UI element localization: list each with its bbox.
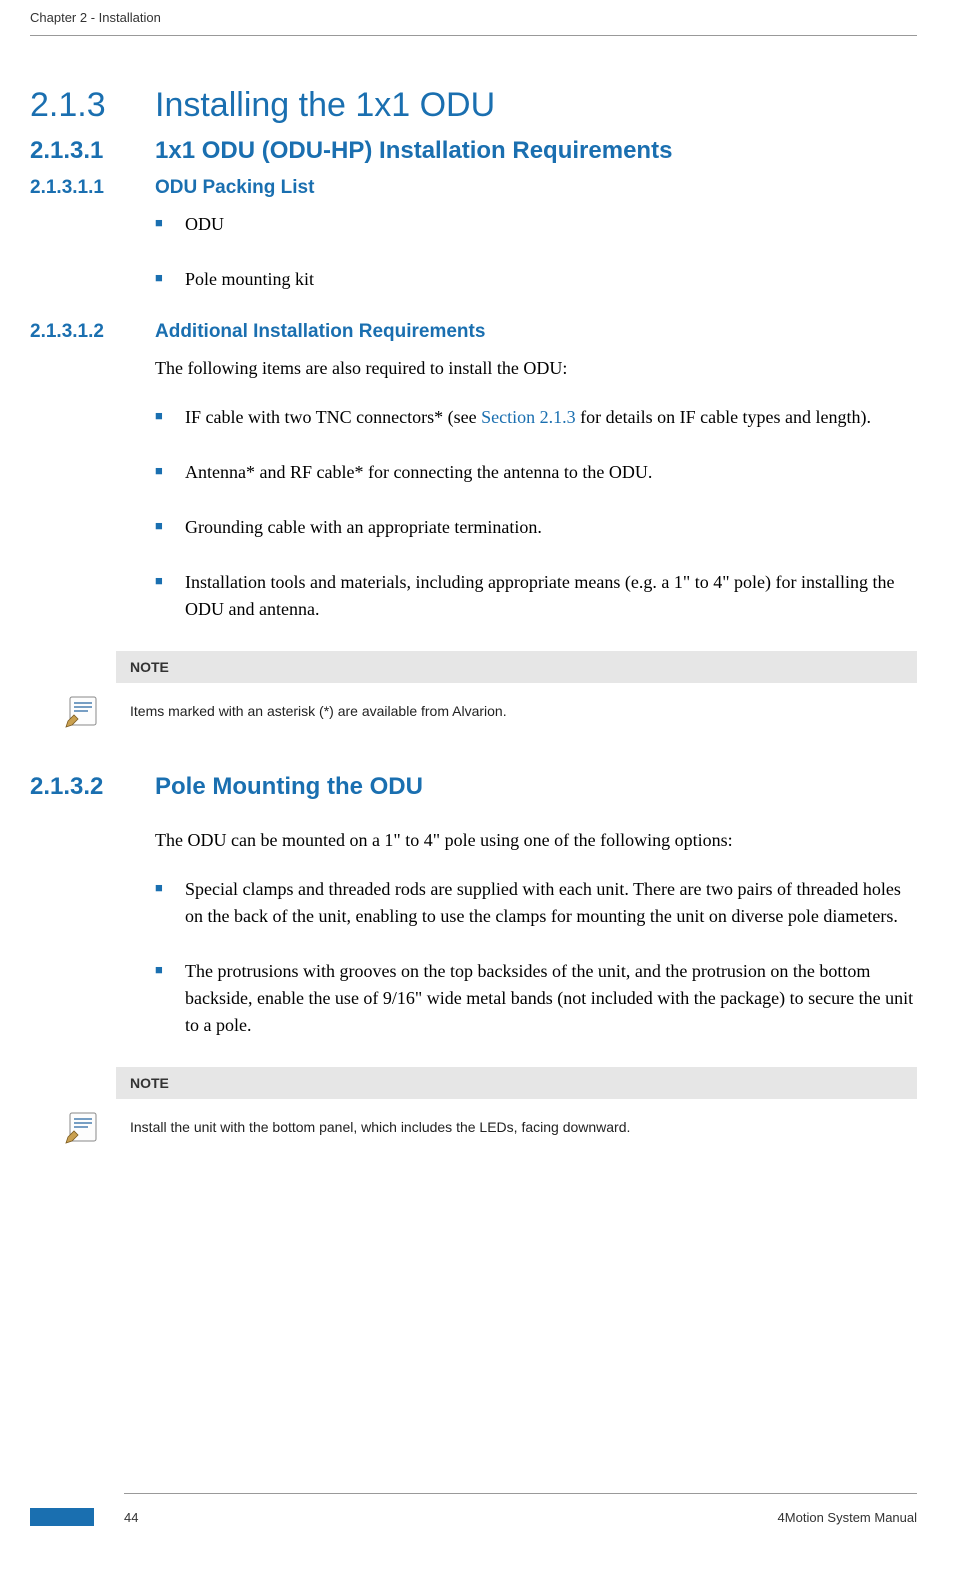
list-text: IF cable with two TNC connectors* (see bbox=[185, 407, 481, 427]
section-2-1-3-1-2: 2.1.3.1.2 Additional Installation Requir… bbox=[30, 321, 917, 343]
section-title: Additional Installation Requirements bbox=[155, 321, 485, 343]
section-title: 1x1 ODU (ODU-HP) Installation Requiremen… bbox=[155, 137, 672, 165]
section-number: 2.1.3.2 bbox=[30, 773, 155, 801]
note-label: NOTE bbox=[116, 1067, 917, 1099]
manual-title: 4Motion System Manual bbox=[778, 1510, 917, 1525]
note-icon bbox=[64, 693, 116, 729]
list-text: for details on IF cable types and length… bbox=[576, 407, 871, 427]
list-item: Pole mounting kit bbox=[155, 266, 917, 293]
list-item: Antenna* and RF cable* for connecting th… bbox=[155, 459, 917, 486]
list-item: The protrusions with grooves on the top … bbox=[155, 958, 917, 1039]
section-link[interactable]: Section 2.1.3 bbox=[481, 407, 576, 427]
list-item: Grounding cable with an appropriate term… bbox=[155, 514, 917, 541]
page-footer: 44 4Motion System Manual bbox=[30, 1493, 917, 1526]
section-2-1-3-2: 2.1.3.2 Pole Mounting the ODU bbox=[30, 773, 917, 801]
list-item: Special clamps and threaded rods are sup… bbox=[155, 876, 917, 930]
section-title: Installing the 1x1 ODU bbox=[155, 86, 495, 125]
note-box: NOTE Items marked with an asterisk (*) a… bbox=[116, 651, 917, 739]
list-item: Installation tools and materials, includ… bbox=[155, 569, 917, 623]
list-item: ODU bbox=[155, 211, 917, 238]
section-2-1-3-1: 2.1.3.1 1x1 ODU (ODU-HP) Installation Re… bbox=[30, 137, 917, 165]
section-number: 2.1.3.1.1 bbox=[30, 177, 155, 199]
section-number: 2.1.3.1.2 bbox=[30, 321, 155, 343]
note-icon bbox=[64, 1109, 116, 1145]
section-2-1-3-1-1: 2.1.3.1.1 ODU Packing List bbox=[30, 177, 917, 199]
mounting-options-list: Special clamps and threaded rods are sup… bbox=[155, 876, 917, 1039]
list-item: IF cable with two TNC connectors* (see S… bbox=[155, 404, 917, 431]
section-number: 2.1.3.1 bbox=[30, 137, 155, 165]
footer-tab bbox=[30, 1508, 94, 1526]
requirements-list: IF cable with two TNC connectors* (see S… bbox=[155, 404, 917, 623]
section-number: 2.1.3 bbox=[30, 86, 155, 125]
section-title: Pole Mounting the ODU bbox=[155, 773, 423, 801]
note-box: NOTE Install the unit with the bottom pa… bbox=[116, 1067, 917, 1155]
packing-list: ODU Pole mounting kit bbox=[155, 211, 917, 293]
page-number: 44 bbox=[124, 1510, 138, 1525]
intro-paragraph: The following items are also required to… bbox=[155, 355, 917, 382]
section-title: ODU Packing List bbox=[155, 177, 314, 199]
note-label: NOTE bbox=[116, 651, 917, 683]
intro-paragraph: The ODU can be mounted on a 1" to 4" pol… bbox=[155, 827, 917, 854]
section-2-1-3: 2.1.3 Installing the 1x1 ODU bbox=[30, 86, 917, 125]
note-text: Items marked with an asterisk (*) are av… bbox=[130, 703, 507, 719]
note-text: Install the unit with the bottom panel, … bbox=[130, 1119, 630, 1135]
page-header: Chapter 2 - Installation bbox=[30, 10, 917, 36]
